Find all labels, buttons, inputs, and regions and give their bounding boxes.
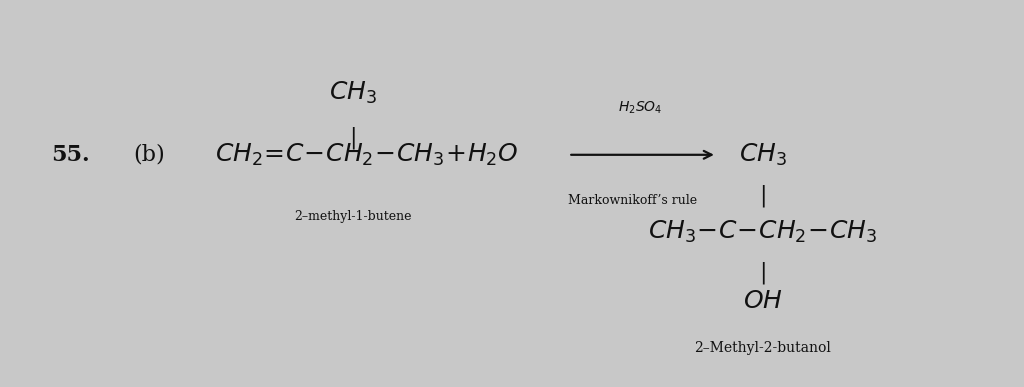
Text: $CH_3\!-\!C\!-\!CH_2\!-\!CH_3$: $CH_3\!-\!C\!-\!CH_2\!-\!CH_3$ [648,219,878,245]
Text: 2–methyl-1-butene: 2–methyl-1-butene [295,210,412,223]
Text: $CH_3$: $CH_3$ [330,80,377,106]
Text: $H_2SO_4$: $H_2SO_4$ [617,100,663,116]
Text: $CH_3$: $CH_3$ [739,142,786,168]
Text: |: | [759,184,767,207]
Text: $CH_2\!=\!C\!-\!CH_2\!-\!CH_3\!+\!H_2O$: $CH_2\!=\!C\!-\!CH_2\!-\!CH_3\!+\!H_2O$ [215,142,518,168]
Text: (b): (b) [133,144,165,166]
Text: $OH$: $OH$ [743,290,782,313]
Text: Markownikoff’s rule: Markownikoff’s rule [568,194,697,207]
Text: 55.: 55. [51,144,90,166]
Text: 2–Methyl-2-butanol: 2–Methyl-2-butanol [694,341,831,355]
Text: |: | [349,126,357,149]
Text: |: | [759,262,767,284]
